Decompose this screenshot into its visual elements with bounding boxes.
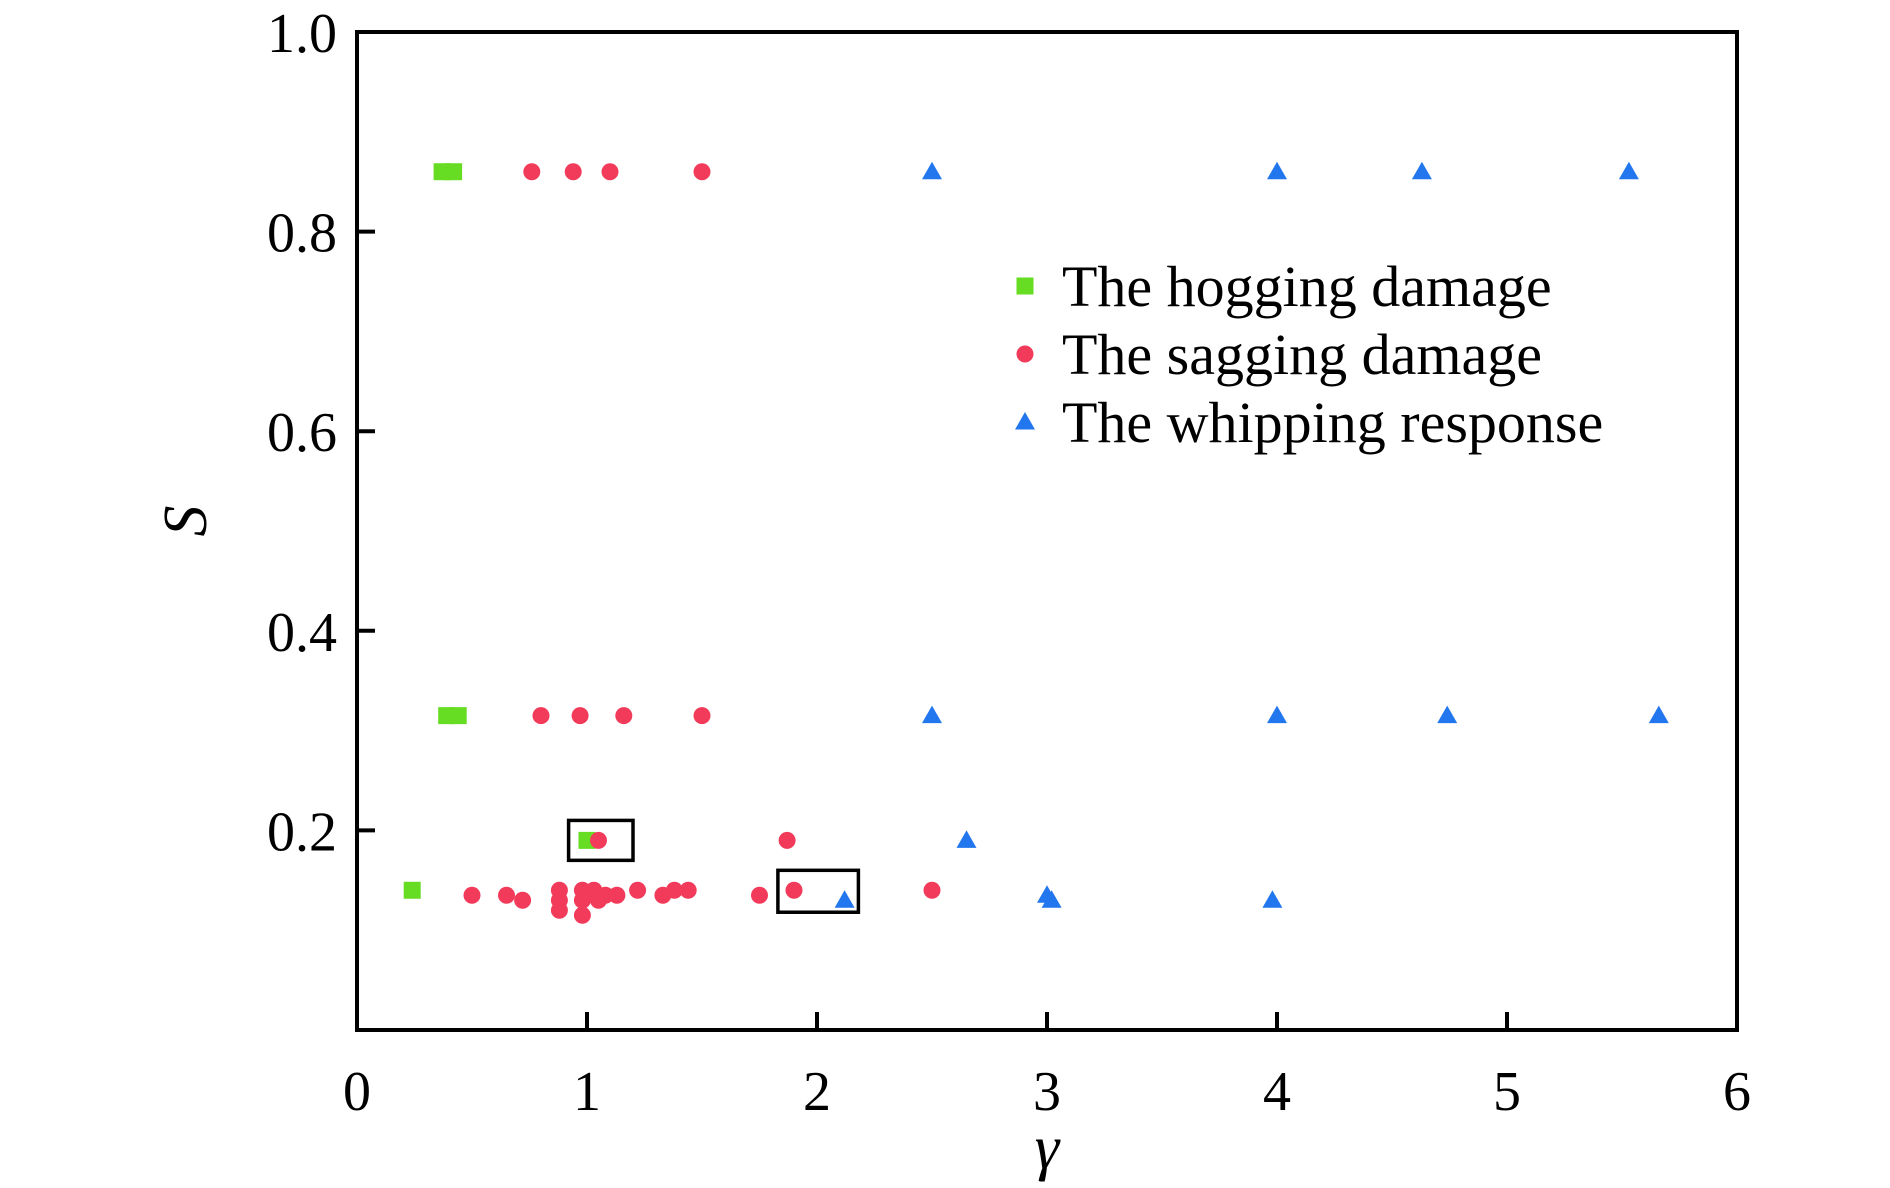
x-tick-label: 3 (1033, 1061, 1061, 1123)
y-tick-label: 1.0 (267, 3, 337, 65)
circle-point (693, 707, 711, 725)
legend-item: The sagging damage (1016, 322, 1542, 387)
circle-point (523, 163, 541, 181)
y-tick-label: 0.8 (267, 203, 337, 265)
circle-point (463, 886, 481, 904)
triangle-point (922, 161, 942, 180)
annotation-box (566, 818, 635, 863)
series-square (403, 163, 596, 899)
annotation-boxes (566, 818, 861, 914)
circle-point (573, 906, 591, 924)
triangle-point (1618, 161, 1639, 180)
x-tick-label: 1 (573, 1061, 601, 1123)
x-axis-title: γ (1035, 1114, 1061, 1182)
triangle-point (1267, 161, 1287, 180)
triangle-point (834, 890, 855, 908)
x-tick-label: 0 (343, 1061, 371, 1123)
legend-triangle-marker (1015, 412, 1035, 430)
circle-point (564, 163, 582, 181)
circle-point (785, 881, 803, 899)
triangle-point (1437, 705, 1458, 724)
series-triangle (834, 161, 1669, 908)
circle-point (571, 707, 589, 725)
x-tick-label: 6 (1723, 1061, 1751, 1123)
circle-point (498, 886, 515, 904)
circle-point (514, 891, 532, 909)
x-tick-label: 2 (803, 1061, 831, 1123)
y-tick-labels: 0.2 0.4 0.6 0.8 1.0 (267, 3, 337, 863)
circle-point (693, 163, 711, 181)
series-circle (463, 163, 941, 924)
annotation-box (776, 868, 861, 914)
circle-point (601, 163, 619, 181)
triangle-point (956, 830, 977, 848)
y-axis-title: S (152, 506, 220, 537)
legend-label: The sagging damage (1062, 322, 1542, 387)
circle-point (665, 881, 683, 899)
circle-point (629, 881, 647, 899)
axis-ticks (357, 229, 1509, 1030)
triangle-point (1041, 890, 1062, 908)
triangle-point (1262, 890, 1283, 908)
x-tick-label: 5 (1493, 1061, 1521, 1123)
circle-point (608, 886, 626, 904)
x-tick-label: 4 (1263, 1061, 1291, 1123)
circle-point (778, 831, 796, 849)
circle-point (550, 901, 568, 919)
legend-label: The hogging damage (1062, 254, 1552, 319)
x-tick-labels: 0 1 2 3 4 5 6 (343, 1061, 1751, 1123)
square-point (403, 881, 421, 899)
y-tick-label: 0.2 (267, 801, 337, 863)
legend-circle-marker (1016, 345, 1034, 363)
triangle-point (922, 705, 942, 724)
circle-point (590, 831, 607, 849)
circle-point (679, 881, 697, 899)
legend-item: The hogging damage (1016, 254, 1552, 319)
legend-square-marker (1016, 277, 1034, 295)
triangle-point (1411, 161, 1432, 180)
plot-frame (355, 30, 1739, 1032)
circle-point (573, 891, 591, 909)
data-points (403, 161, 1669, 924)
y-tick-label: 0.4 (267, 602, 337, 664)
legend-item: The whipping response (1015, 390, 1603, 455)
legend-label: The whipping response (1062, 390, 1603, 455)
circle-point (751, 886, 768, 904)
circle-point (923, 881, 941, 899)
triangle-point (1648, 705, 1669, 724)
square-point (445, 163, 463, 181)
y-tick-label: 0.6 (267, 402, 337, 464)
circle-point (532, 707, 550, 725)
circle-point (615, 707, 633, 725)
triangle-point (1267, 705, 1287, 724)
square-point (449, 707, 467, 725)
